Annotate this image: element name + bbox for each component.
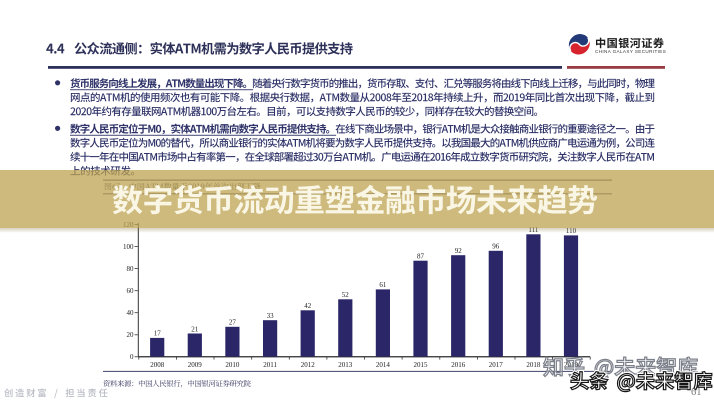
svg-text:17: 17 xyxy=(154,330,162,338)
svg-text:2014: 2014 xyxy=(376,361,391,369)
svg-text:100: 100 xyxy=(123,243,134,251)
svg-text:80: 80 xyxy=(127,265,135,273)
svg-text:2018: 2018 xyxy=(526,361,541,369)
svg-text:61: 61 xyxy=(691,387,702,398)
svg-text:60: 60 xyxy=(127,287,135,295)
svg-text:21: 21 xyxy=(191,325,199,333)
svg-text:0: 0 xyxy=(130,353,134,361)
svg-text:2012: 2012 xyxy=(301,361,316,369)
svg-text:40: 40 xyxy=(127,309,135,317)
svg-text:2013: 2013 xyxy=(338,361,353,369)
svg-text:61: 61 xyxy=(379,281,387,289)
svg-text:2015: 2015 xyxy=(414,361,429,369)
svg-text:92: 92 xyxy=(455,247,463,255)
svg-text:20: 20 xyxy=(127,331,135,339)
svg-text:2016: 2016 xyxy=(451,361,466,369)
svg-text:CHINA GALAXY SECURITIES: CHINA GALAXY SECURITIES xyxy=(595,49,666,54)
svg-text:96: 96 xyxy=(492,243,500,251)
svg-text:42: 42 xyxy=(304,302,312,310)
svg-text:33: 33 xyxy=(267,312,275,320)
svg-text:52: 52 xyxy=(342,291,350,299)
svg-text:2017: 2017 xyxy=(489,361,504,369)
svg-text:2011: 2011 xyxy=(263,361,277,369)
svg-text:27: 27 xyxy=(229,319,237,327)
svg-text:2009: 2009 xyxy=(188,361,203,369)
svg-text:87: 87 xyxy=(417,253,425,261)
svg-text:2010: 2010 xyxy=(225,361,240,369)
svg-text:2008: 2008 xyxy=(150,361,165,369)
